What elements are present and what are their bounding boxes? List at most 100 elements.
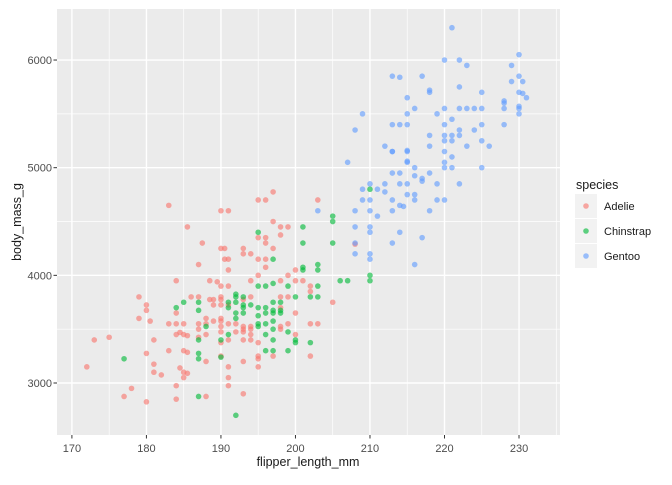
data-point-adelie [247, 294, 254, 300]
data-point-adelie [255, 355, 261, 362]
data-point-gentoo [449, 154, 455, 160]
data-point-adelie [165, 347, 172, 354]
y-tick-label: 4000 [28, 270, 52, 282]
data-point-gentoo [464, 62, 470, 69]
data-point-gentoo [426, 143, 433, 149]
data-point-adelie [180, 320, 187, 327]
data-point-chinstrap [270, 256, 276, 262]
data-point-gentoo [411, 164, 418, 171]
grid-major-lines [57, 9, 560, 435]
data-point-adelie [292, 310, 299, 316]
data-point-adelie [255, 339, 261, 346]
data-point-adelie [240, 245, 247, 252]
data-point-adelie [247, 331, 254, 338]
data-point-gentoo [501, 121, 507, 128]
data-point-gentoo [411, 105, 418, 112]
data-point-gentoo [389, 148, 396, 155]
data-point-chinstrap [225, 304, 232, 311]
data-point-gentoo [434, 111, 440, 117]
data-point-adelie [255, 197, 261, 203]
data-point-chinstrap [233, 310, 239, 316]
data-point-adelie [218, 318, 224, 324]
data-point-adelie [315, 320, 321, 327]
data-point-adelie [225, 207, 232, 214]
data-point-gentoo [456, 105, 463, 112]
data-point-chinstrap [329, 218, 336, 225]
data-point-chinstrap [285, 329, 291, 335]
legend-label-gentoo: Gentoo [604, 251, 640, 263]
data-point-adelie [203, 358, 209, 365]
data-point-adelie [255, 234, 261, 241]
x-tick-label: 200 [286, 443, 304, 455]
legend-label-adelie: Adelie [604, 201, 635, 213]
y-tick-label: 5000 [28, 163, 52, 175]
data-point-chinstrap [270, 326, 276, 332]
data-point-gentoo [396, 181, 403, 187]
data-point-gentoo [367, 197, 373, 203]
data-point-adelie [84, 364, 90, 370]
data-point-chinstrap [262, 304, 269, 311]
data-point-adelie [240, 329, 247, 335]
data-point-gentoo [382, 181, 388, 187]
data-point-adelie [225, 283, 232, 289]
data-point-chinstrap [270, 347, 276, 354]
data-point-chinstrap [262, 347, 269, 354]
data-point-gentoo [478, 164, 485, 171]
data-point-chinstrap [307, 339, 314, 346]
data-point-gentoo [419, 73, 425, 79]
data-point-gentoo [404, 121, 411, 128]
data-point-chinstrap [270, 318, 276, 324]
data-point-gentoo [359, 111, 366, 117]
data-point-adelie [277, 277, 284, 284]
x-tick-label: 210 [361, 443, 379, 455]
data-point-gentoo [434, 181, 440, 187]
data-point-chinstrap [337, 277, 343, 284]
data-point-adelie [147, 318, 153, 324]
x-tick-label: 170 [63, 443, 81, 455]
data-point-adelie [255, 364, 261, 370]
data-point-chinstrap [255, 229, 261, 236]
data-point-gentoo [449, 116, 455, 123]
data-point-gentoo [404, 181, 411, 187]
data-point-chinstrap [367, 272, 373, 279]
data-point-adelie [177, 365, 183, 371]
x-tick-label: 180 [137, 443, 155, 455]
data-point-adelie [184, 370, 191, 377]
data-point-gentoo [426, 207, 433, 214]
data-point-chinstrap [262, 283, 269, 289]
data-point-adelie [233, 320, 239, 327]
data-point-chinstrap [195, 307, 202, 314]
data-point-gentoo [519, 90, 526, 97]
data-point-adelie [91, 337, 98, 343]
data-point-adelie [210, 318, 217, 324]
data-point-gentoo [501, 105, 507, 112]
data-point-adelie [270, 245, 276, 252]
data-point-gentoo [441, 105, 448, 112]
data-point-gentoo [478, 105, 485, 112]
x-axis-title: flipper_length_mm [257, 455, 360, 469]
data-point-adelie [195, 326, 202, 332]
data-point-chinstrap [195, 393, 202, 400]
data-point-adelie [225, 267, 232, 273]
data-point-gentoo [471, 127, 478, 133]
data-point-chinstrap [195, 350, 202, 357]
data-point-gentoo [426, 132, 433, 139]
data-point-adelie [143, 302, 150, 308]
data-point-gentoo [374, 213, 381, 219]
data-point-gentoo [352, 207, 358, 214]
data-point-chinstrap [285, 283, 291, 289]
data-point-gentoo [389, 170, 396, 176]
data-point-gentoo [367, 229, 373, 236]
data-point-adelie [218, 323, 224, 330]
data-point-gentoo [396, 121, 403, 128]
data-point-gentoo [441, 159, 448, 166]
data-point-chinstrap [255, 304, 261, 311]
data-point-adelie [277, 232, 284, 238]
data-point-adelie [195, 320, 202, 327]
data-point-chinstrap [315, 267, 321, 273]
data-point-chinstrap [277, 299, 284, 306]
data-point-gentoo [449, 164, 455, 171]
data-point-adelie [151, 361, 157, 367]
